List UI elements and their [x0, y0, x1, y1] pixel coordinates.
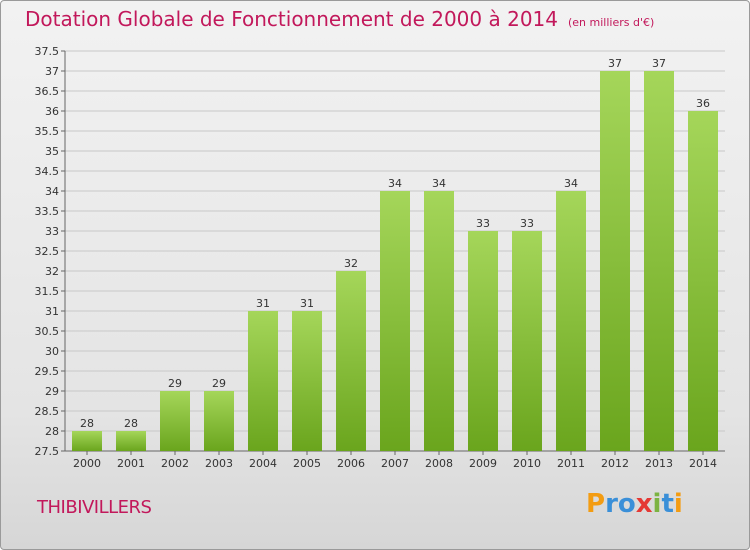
bar: [688, 111, 718, 451]
logo-letter: t: [661, 489, 674, 519]
y-tick-label: 36: [45, 105, 59, 118]
x-tick-label: 2001: [117, 457, 145, 470]
x-tick-label: 2012: [601, 457, 629, 470]
bar-value-label: 37: [608, 57, 622, 70]
bar-value-label: 37: [652, 57, 666, 70]
bar: [468, 231, 498, 451]
bar: [160, 391, 190, 451]
x-tick-label: 2004: [249, 457, 277, 470]
y-tick-label: 34: [45, 185, 59, 198]
x-tick-label: 2002: [161, 457, 189, 470]
bar-value-label: 33: [520, 217, 534, 230]
y-tick-label: 32: [45, 265, 59, 278]
y-tick-label: 31.5: [35, 285, 60, 298]
y-tick-label: 37: [45, 65, 59, 78]
y-tick-label: 31: [45, 305, 59, 318]
bar-value-label: 34: [432, 177, 446, 190]
y-tick-label: 29.5: [35, 365, 60, 378]
x-tick-label: 2010: [513, 457, 541, 470]
bar: [116, 431, 146, 451]
logo-letter: i: [652, 489, 662, 519]
y-tick-label: 28.5: [35, 405, 60, 418]
bar-value-label: 32: [344, 257, 358, 270]
bar-value-label: 28: [80, 417, 94, 430]
logo-letter: o: [617, 489, 636, 519]
bar-value-label: 34: [564, 177, 578, 190]
logo-letter: r: [605, 489, 618, 519]
bar-value-label: 31: [300, 297, 314, 310]
x-tick-label: 2009: [469, 457, 497, 470]
x-tick-label: 2003: [205, 457, 233, 470]
x-tick-label: 2005: [293, 457, 321, 470]
bar-value-label: 36: [696, 97, 710, 110]
y-tick-label: 35: [45, 145, 59, 158]
x-tick-label: 2007: [381, 457, 409, 470]
y-tick-label: 35.5: [35, 125, 60, 138]
y-tick-label: 36.5: [35, 85, 60, 98]
logo-letter: P: [586, 489, 606, 519]
bar: [248, 311, 278, 451]
chart-title: Dotation Globale de Fonctionnement de 20…: [25, 7, 654, 31]
x-tick-label: 2008: [425, 457, 453, 470]
y-tick-label: 29: [45, 385, 59, 398]
commune-name: THIBIVILLERS: [37, 497, 152, 518]
bar: [204, 391, 234, 451]
y-tick-label: 33: [45, 225, 59, 238]
bar: [424, 191, 454, 451]
x-tick-label: 2011: [557, 457, 585, 470]
y-tick-label: 34.5: [35, 165, 60, 178]
x-tick-label: 2014: [689, 457, 717, 470]
x-tick-label: 2013: [645, 457, 673, 470]
bar: [72, 431, 102, 451]
bar: [600, 71, 630, 451]
y-tick-label: 27.5: [35, 445, 60, 458]
chart-title-text: Dotation Globale de Fonctionnement de 20…: [25, 7, 558, 31]
unit-note: (en milliers d'€): [568, 16, 655, 29]
y-tick-label: 37.5: [35, 45, 60, 58]
y-tick-label: 32.5: [35, 245, 60, 258]
x-tick-label: 2006: [337, 457, 365, 470]
bar: [292, 311, 322, 451]
bar-value-label: 29: [212, 377, 226, 390]
bar-value-label: 31: [256, 297, 270, 310]
y-tick-label: 30: [45, 345, 59, 358]
bar-value-label: 34: [388, 177, 402, 190]
bar-value-label: 29: [168, 377, 182, 390]
bar-value-label: 28: [124, 417, 138, 430]
bar-value-label: 33: [476, 217, 490, 230]
y-tick-label: 33.5: [35, 205, 60, 218]
y-tick-label: 30.5: [35, 325, 60, 338]
x-tick-label: 2000: [73, 457, 101, 470]
bar: [336, 271, 366, 451]
bar: [644, 71, 674, 451]
proxiti-logo: Proxiti: [586, 489, 683, 519]
logo-letter: x: [635, 489, 653, 519]
y-tick-label: 28: [45, 425, 59, 438]
logo-letter: i: [673, 489, 683, 519]
bar: [556, 191, 586, 451]
bar: [512, 231, 542, 451]
bar: [380, 191, 410, 451]
